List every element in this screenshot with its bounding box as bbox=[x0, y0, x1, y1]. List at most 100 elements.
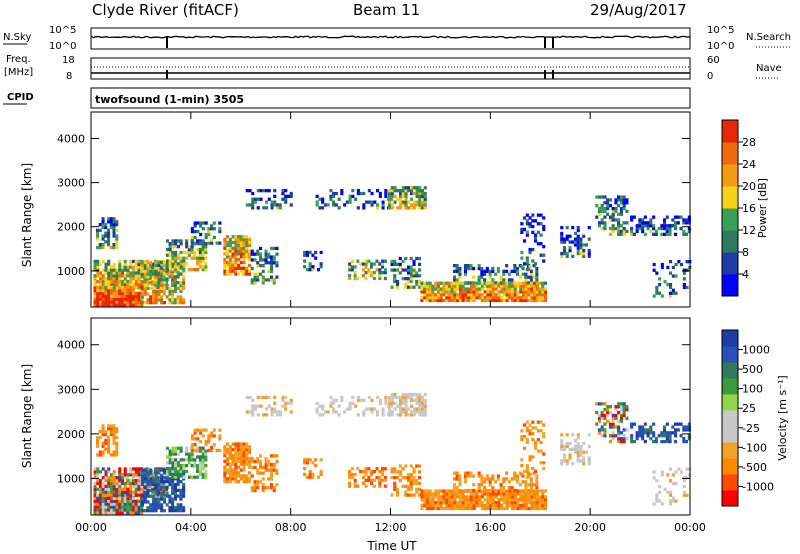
power-cell bbox=[96, 262, 100, 266]
power-cell bbox=[149, 295, 153, 299]
velocity-cell bbox=[404, 476, 408, 480]
power-cell bbox=[532, 264, 536, 268]
velocity-cell bbox=[415, 481, 419, 486]
velocity-cell bbox=[544, 498, 548, 502]
velocity-cell bbox=[508, 503, 512, 508]
velocity-cell bbox=[234, 445, 238, 449]
velocity-cell bbox=[96, 444, 100, 448]
velocity-cell bbox=[396, 395, 400, 400]
velocity-cell bbox=[234, 474, 238, 478]
power-cell bbox=[190, 247, 194, 252]
power-cell bbox=[101, 285, 105, 289]
velocity-cell bbox=[535, 492, 539, 496]
power-cell bbox=[420, 189, 424, 193]
power-cell bbox=[198, 259, 202, 263]
power-cell bbox=[480, 266, 484, 271]
power-cell bbox=[576, 234, 580, 238]
velocity-cell bbox=[107, 444, 111, 448]
velocity-cell bbox=[584, 450, 588, 454]
velocity-colorbar-tick-label: -1000 bbox=[742, 480, 774, 493]
power-cell bbox=[107, 237, 111, 241]
power-cell bbox=[685, 221, 689, 225]
velocity-cell bbox=[500, 492, 504, 496]
velocity-cell bbox=[560, 441, 564, 446]
power-cell bbox=[284, 189, 288, 193]
power-cell bbox=[463, 269, 467, 273]
velocity-cell bbox=[348, 404, 352, 408]
velocity-cell bbox=[378, 401, 382, 405]
velocity-cell bbox=[401, 407, 405, 411]
velocity-cell bbox=[198, 466, 202, 471]
velocity-cell bbox=[190, 455, 194, 459]
power-cell bbox=[669, 285, 673, 290]
velocity-cell bbox=[162, 485, 166, 490]
velocity-cell bbox=[510, 477, 514, 481]
velocity-cell bbox=[118, 484, 122, 488]
power-cell bbox=[524, 296, 528, 300]
velocity-cell bbox=[162, 476, 166, 480]
velocity-cell bbox=[535, 498, 539, 502]
velocity-cell bbox=[399, 395, 403, 400]
velocity-cell bbox=[201, 461, 205, 465]
velocity-cell bbox=[129, 508, 133, 512]
power-cell bbox=[198, 250, 202, 255]
power-cell bbox=[428, 281, 432, 285]
power-cell bbox=[126, 294, 130, 298]
velocity-cell bbox=[115, 447, 119, 451]
velocity-cell bbox=[491, 492, 495, 496]
velocity-cell bbox=[668, 431, 672, 435]
velocity-cell bbox=[571, 462, 575, 466]
velocity-cell bbox=[663, 428, 667, 432]
power-cell bbox=[412, 274, 416, 278]
velocity-cell bbox=[524, 492, 528, 496]
velocity-cell bbox=[544, 489, 548, 493]
velocity-cell bbox=[93, 508, 97, 512]
power-cell bbox=[376, 206, 380, 210]
velocity-cell bbox=[250, 486, 254, 490]
velocity-cell bbox=[239, 477, 243, 481]
power-cell bbox=[104, 231, 108, 235]
power-cell bbox=[176, 262, 180, 266]
velocity-cell bbox=[638, 428, 642, 432]
power-cell bbox=[107, 259, 111, 264]
velocity-cell bbox=[505, 501, 509, 505]
power-cell bbox=[582, 243, 586, 247]
power-cell bbox=[112, 268, 116, 272]
velocity-cell bbox=[407, 476, 411, 480]
power-cell bbox=[491, 298, 495, 303]
velocity-cell bbox=[242, 480, 246, 484]
power-cell bbox=[362, 206, 366, 210]
velocity-cell bbox=[146, 482, 150, 487]
power-cell bbox=[126, 274, 130, 278]
power-cell bbox=[154, 301, 158, 305]
power-cell bbox=[418, 256, 422, 261]
velocity-cell bbox=[182, 482, 186, 487]
velocity-cell bbox=[179, 503, 183, 507]
velocity-cell bbox=[611, 434, 615, 438]
power-cell bbox=[472, 298, 476, 303]
power-cell bbox=[560, 240, 564, 244]
velocity-cell bbox=[176, 452, 180, 456]
power-cell bbox=[480, 281, 484, 285]
velocity-cell bbox=[270, 483, 274, 487]
velocity-cell bbox=[502, 501, 506, 505]
power-cell bbox=[96, 234, 100, 238]
power-cell bbox=[455, 269, 459, 273]
velocity-cell bbox=[418, 487, 422, 491]
velocity-cell bbox=[665, 434, 669, 438]
power-cell bbox=[520, 227, 524, 232]
power-cell bbox=[568, 234, 572, 238]
power-cell bbox=[407, 206, 411, 210]
power-cell bbox=[536, 230, 540, 234]
velocity-cell bbox=[396, 404, 400, 408]
power-cell bbox=[450, 298, 454, 303]
velocity-cell bbox=[93, 505, 97, 509]
power-cell bbox=[234, 235, 238, 239]
power-cell bbox=[576, 237, 580, 241]
velocity-cell bbox=[151, 473, 155, 477]
power-cell bbox=[535, 284, 539, 288]
power-cell bbox=[223, 272, 227, 276]
power-cell bbox=[450, 281, 454, 285]
power-cell bbox=[480, 298, 484, 303]
power-cell bbox=[179, 295, 183, 299]
